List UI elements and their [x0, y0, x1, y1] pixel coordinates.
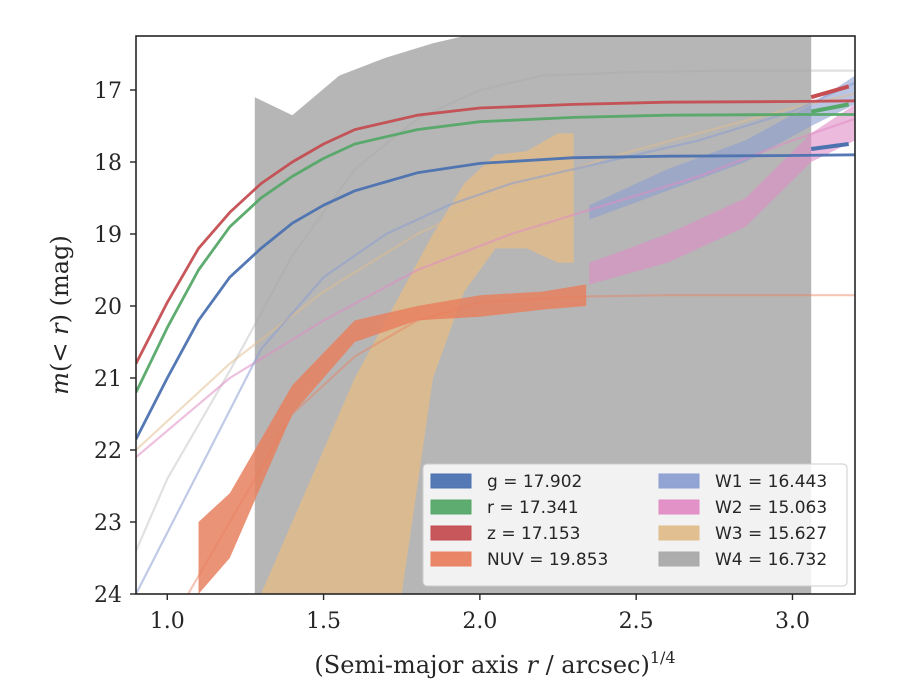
y-tick-label: 18	[94, 151, 122, 176]
legend-label-g: g = 17.902	[487, 472, 582, 492]
profile-line-g	[810, 142, 849, 151]
band-nuv	[198, 284, 587, 594]
model-line-w3	[136, 92, 855, 451]
y-axis-label: m(< r) (mag)	[46, 235, 74, 395]
y-tick-label: 22	[94, 439, 122, 464]
model-line-w2	[136, 117, 855, 459]
legend-swatch-r	[430, 499, 472, 515]
legend-label-w4: W4 = 16.732	[715, 550, 827, 570]
y-tick-label: 21	[94, 367, 122, 392]
model-line-g	[136, 153, 855, 440]
x-tick-label: 2.5	[619, 609, 654, 634]
y-tick-label: 19	[94, 223, 122, 248]
plot-area	[136, 36, 855, 594]
band-w1	[589, 75, 855, 220]
y-tick-label: 23	[94, 511, 122, 536]
x-axis: 1.0 1.5 2.0 2.5 3.0	[150, 594, 810, 634]
legend-label-nuv: NUV = 19.853	[487, 550, 608, 570]
y-axis: 17 18 19 20 21 22 23 24	[94, 79, 136, 608]
band-w3	[261, 133, 574, 594]
legend-swatch-w4	[658, 551, 700, 567]
x-axis-label: (Semi-major axis r / arcsec)1/4	[314, 648, 675, 679]
x-tick-label: 3.0	[775, 609, 810, 634]
legend-label-r: r = 17.341	[487, 498, 579, 518]
profile-line-r	[810, 102, 850, 114]
x-tick-label: 2.0	[462, 609, 497, 634]
profile-line-z	[810, 84, 850, 100]
legend-frame	[422, 463, 848, 587]
plot-frame	[135, 35, 856, 595]
legend-label-w1: W1 = 16.443	[715, 472, 827, 492]
legend-swatch-g	[430, 473, 472, 489]
model-line-r	[136, 113, 855, 394]
model-line-w1	[136, 81, 855, 594]
model-line-z	[136, 99, 855, 365]
legend-label-z: z = 17.153	[487, 524, 580, 544]
legend-label-w2: W2 = 15.063	[715, 498, 827, 518]
legend-swatch-z	[430, 525, 472, 541]
legend-label-w3: W3 = 15.627	[715, 524, 827, 544]
legend-swatch-w3	[658, 525, 700, 541]
x-tick-label: 1.5	[306, 609, 341, 634]
x-tick-label: 1.0	[150, 609, 185, 634]
legend-swatch-w2	[658, 499, 700, 515]
band-w2	[589, 104, 855, 285]
model-line-w4	[136, 69, 855, 552]
legend-swatch-w1	[658, 473, 700, 489]
legend: g = 17.902 r = 17.341 z = 17.153 NUV = 19.8…	[422, 463, 848, 587]
y-tick-label: 20	[94, 295, 122, 320]
y-tick-label: 17	[94, 79, 122, 104]
legend-swatch-nuv	[430, 551, 472, 567]
model-line-nuv	[186, 294, 855, 594]
y-tick-label: 24	[94, 583, 122, 608]
